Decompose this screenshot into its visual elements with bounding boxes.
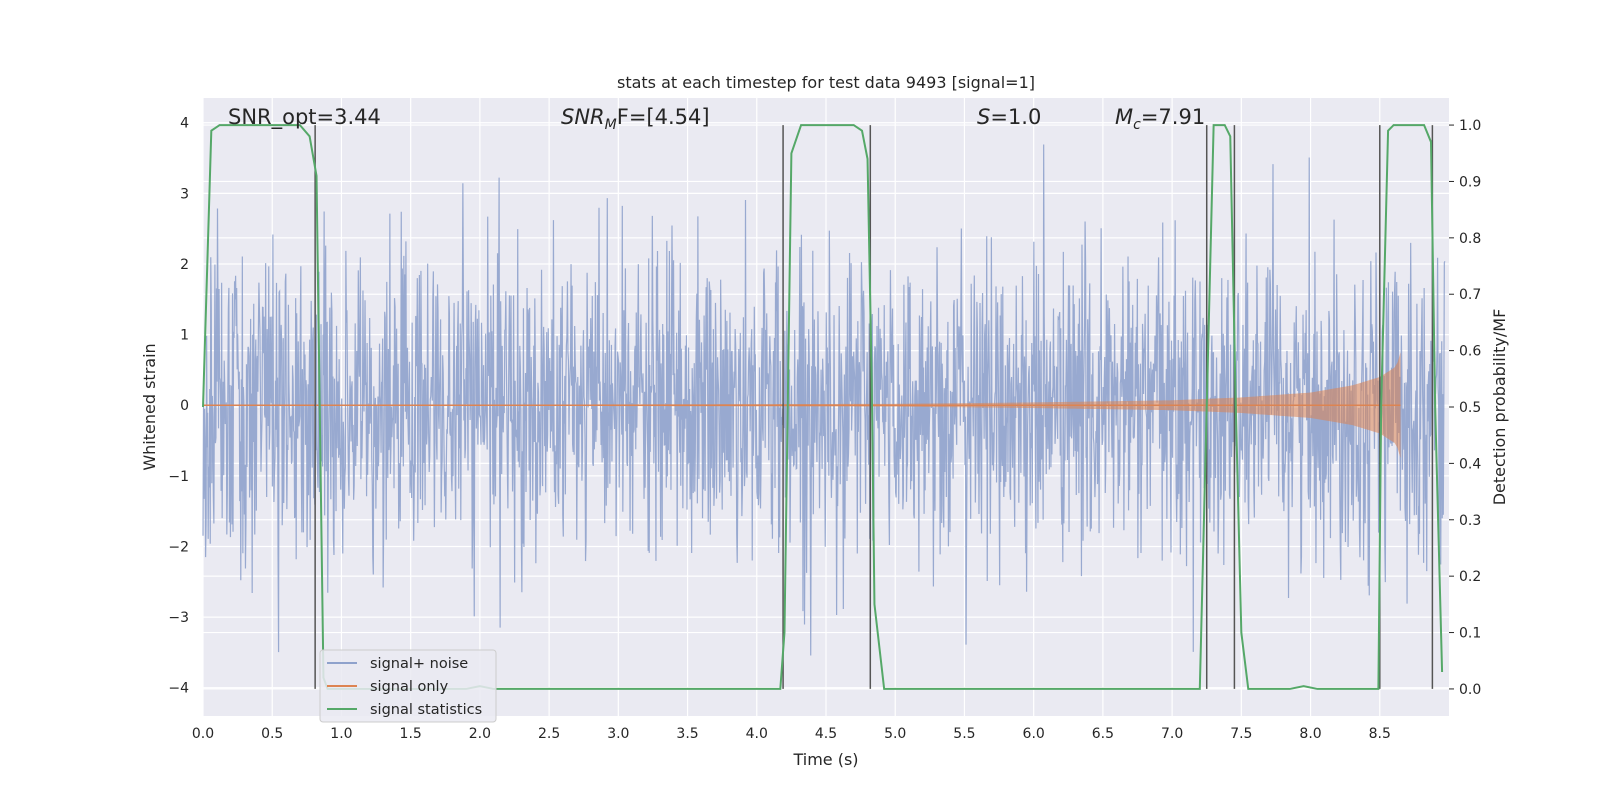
y-right-tick-label: 0.1: [1459, 626, 1481, 642]
y-tick-label: 2: [180, 257, 189, 273]
mc-label: M: [1115, 105, 1133, 129]
legend-box: [319, 649, 497, 723]
y-right-tick-label: 0.2: [1459, 569, 1481, 585]
y-right-tick-label: 0.9: [1459, 174, 1481, 190]
annotation-mc: Mc=7.91: [1115, 105, 1205, 133]
mc-value: =7.91: [1141, 105, 1205, 129]
y-right-tick-label: 0.4: [1459, 456, 1481, 472]
y-tick-label: −2: [168, 539, 189, 555]
x-tick-label: 8.5: [1369, 726, 1391, 742]
y-right-tick-label: 0.7: [1459, 287, 1481, 303]
x-tick-label: 7.0: [1161, 726, 1183, 742]
x-tick-label: 1.0: [330, 726, 352, 742]
x-tick-label: 2.5: [538, 726, 560, 742]
x-tick-label: 3.5: [676, 726, 698, 742]
annotation-s: S=1.0: [977, 105, 1041, 129]
tick-labels: 0.0 0.5 1.0 1.5 2.0 2.5 3.0 3.5 4.0 4.5 5.0 5.5 6.0 6…: [168, 116, 1481, 742]
x-tick-label: 4.0: [746, 726, 768, 742]
x-tick-label: 6.5: [1092, 726, 1114, 742]
x-tick-label: 5.5: [953, 726, 975, 742]
s-label: S: [977, 105, 990, 129]
y-tick-label: −3: [168, 610, 189, 626]
legend-label-noise: signal+ noise: [370, 656, 468, 672]
x-axis-label: Time (s): [792, 750, 858, 769]
y-right-axis-label: Detection probability/MF: [1490, 309, 1509, 506]
chart-title: stats at each timestep for test data 949…: [617, 73, 1035, 92]
y-right-tick-label: 0.6: [1459, 344, 1481, 360]
y-tick-label: −1: [168, 469, 189, 485]
legend: signal+ noise signal only signal statist…: [319, 649, 497, 723]
signal-only-series: [203, 352, 1401, 459]
y-right-tick-label: 0.8: [1459, 231, 1481, 247]
annotation-snr-mf: SNRMF=[4.54]: [561, 105, 710, 133]
y-right-tick-label: 0.5: [1459, 400, 1481, 416]
snr-mf-sub: M: [605, 117, 617, 133]
x-tick-label: 8.0: [1299, 726, 1321, 742]
series-line-signal-noise: [202, 144, 1446, 656]
x-tick-label: 7.5: [1230, 726, 1252, 742]
x-tick-label: 4.5: [815, 726, 837, 742]
y-tick-label: −4: [168, 681, 189, 697]
annotation-snr-opt: SNR_opt=3.44: [228, 105, 381, 130]
legend-label-stats: signal statistics: [370, 702, 482, 718]
y-tick-label: 4: [180, 116, 189, 132]
y-right-tick-label: 0.0: [1459, 682, 1481, 698]
s-value: =1.0: [990, 105, 1041, 129]
y-tick-label: 3: [180, 186, 189, 202]
y-tick-label: 1: [180, 328, 189, 344]
x-tick-label: 3.0: [607, 726, 629, 742]
y-right-tick-label: 1.0: [1459, 118, 1481, 134]
x-tick-label: 0.0: [192, 726, 214, 742]
x-tick-label: 2.0: [469, 726, 491, 742]
y-axis-label: Whitened strain: [140, 343, 159, 470]
x-tick-label: 1.5: [400, 726, 422, 742]
legend-label-signal: signal only: [370, 679, 449, 695]
mc-sub: c: [1133, 117, 1141, 133]
signal-noise-series: [202, 144, 1446, 656]
y-right-tick-label: 0.3: [1459, 513, 1481, 529]
snr-mf-suffix: F=[4.54]: [617, 105, 710, 129]
x-tick-label: 0.5: [261, 726, 283, 742]
x-tick-label: 5.0: [884, 726, 906, 742]
x-tick-label: 6.0: [1023, 726, 1045, 742]
snr-mf-prefix: SNR: [561, 105, 605, 129]
y-tick-label: 0: [180, 398, 189, 414]
